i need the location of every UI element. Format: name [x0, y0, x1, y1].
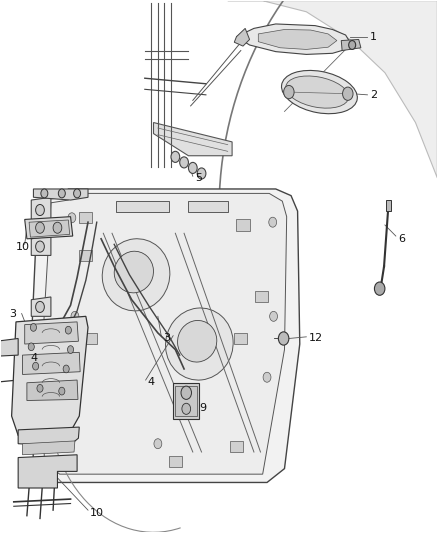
Bar — [84, 333, 97, 344]
Polygon shape — [27, 380, 78, 400]
Bar — [79, 250, 92, 261]
Text: 2: 2 — [370, 90, 377, 100]
Polygon shape — [18, 455, 77, 488]
Text: 3: 3 — [10, 309, 17, 319]
Text: 5: 5 — [195, 173, 202, 183]
Ellipse shape — [177, 320, 217, 362]
Circle shape — [35, 241, 44, 252]
Bar — [234, 333, 247, 344]
Polygon shape — [31, 189, 300, 482]
Polygon shape — [0, 338, 18, 356]
Circle shape — [37, 384, 43, 392]
Polygon shape — [175, 385, 197, 416]
Text: 3: 3 — [163, 334, 170, 343]
Circle shape — [154, 439, 162, 449]
Bar — [188, 201, 228, 212]
Polygon shape — [25, 216, 73, 239]
Circle shape — [180, 157, 188, 168]
Circle shape — [197, 168, 206, 179]
Circle shape — [279, 332, 289, 345]
Text: 10: 10 — [90, 508, 104, 518]
Bar — [230, 441, 243, 452]
Circle shape — [263, 372, 271, 382]
Polygon shape — [22, 441, 75, 455]
Bar — [255, 292, 268, 303]
Polygon shape — [29, 220, 70, 237]
Circle shape — [35, 222, 44, 233]
Polygon shape — [12, 317, 88, 435]
Polygon shape — [173, 383, 199, 419]
Text: 9: 9 — [199, 403, 206, 413]
Circle shape — [35, 205, 44, 215]
Circle shape — [171, 151, 180, 163]
Polygon shape — [341, 39, 361, 51]
Circle shape — [69, 372, 77, 382]
Circle shape — [30, 324, 36, 332]
Bar — [79, 212, 92, 223]
Ellipse shape — [286, 76, 349, 108]
Text: 12: 12 — [308, 334, 323, 343]
Circle shape — [41, 189, 48, 198]
Bar — [237, 220, 250, 230]
Ellipse shape — [282, 70, 357, 114]
Circle shape — [63, 365, 69, 373]
Circle shape — [53, 222, 62, 233]
Circle shape — [188, 163, 197, 173]
Polygon shape — [33, 189, 88, 200]
Circle shape — [65, 326, 71, 334]
Circle shape — [59, 387, 65, 395]
Polygon shape — [42, 193, 287, 474]
Circle shape — [270, 311, 278, 321]
Polygon shape — [25, 322, 78, 344]
Polygon shape — [22, 352, 80, 375]
Circle shape — [28, 343, 34, 351]
Polygon shape — [258, 29, 337, 50]
Circle shape — [67, 346, 74, 353]
Ellipse shape — [102, 239, 170, 311]
Text: 4: 4 — [148, 377, 155, 386]
Polygon shape — [153, 123, 232, 156]
Polygon shape — [237, 24, 350, 54]
Circle shape — [284, 85, 294, 99]
Polygon shape — [18, 427, 79, 447]
Circle shape — [269, 217, 277, 227]
Circle shape — [349, 41, 356, 50]
Text: 10: 10 — [16, 242, 30, 252]
Polygon shape — [31, 236, 51, 255]
Text: 4: 4 — [30, 353, 38, 363]
Text: 1: 1 — [370, 31, 377, 42]
Bar — [386, 200, 391, 211]
Text: 6: 6 — [398, 234, 405, 244]
Circle shape — [71, 311, 79, 321]
Circle shape — [58, 189, 65, 198]
Bar — [169, 456, 182, 467]
Polygon shape — [228, 1, 437, 178]
Polygon shape — [31, 197, 51, 222]
Circle shape — [181, 386, 191, 399]
Bar — [117, 201, 169, 212]
Polygon shape — [234, 28, 250, 46]
Circle shape — [374, 282, 385, 295]
Circle shape — [74, 189, 81, 198]
Polygon shape — [31, 297, 51, 317]
Circle shape — [35, 301, 44, 312]
Circle shape — [32, 362, 39, 370]
Circle shape — [343, 87, 353, 100]
Circle shape — [68, 213, 76, 223]
Ellipse shape — [114, 251, 153, 293]
Ellipse shape — [166, 308, 233, 380]
Circle shape — [182, 403, 191, 414]
